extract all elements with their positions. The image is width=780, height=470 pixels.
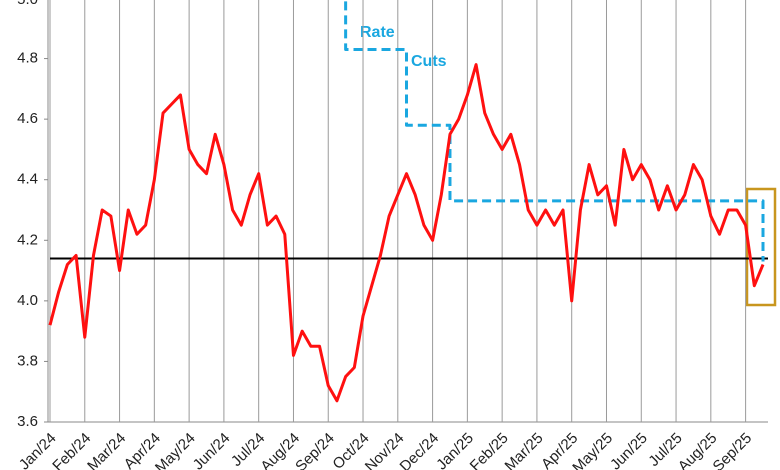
yield-line: [48, 63, 765, 403]
x-tick-label: Jun/25: [607, 430, 651, 470]
annotation: Rate: [360, 24, 395, 41]
y-tick-label: 4.8: [17, 50, 38, 67]
y-tick-label: 3.8: [17, 352, 38, 369]
y-tick-label: 4.4: [17, 171, 38, 188]
y-tick-label: 5.0: [17, 0, 38, 8]
highlight-box: [745, 187, 777, 307]
y-tick-label: 3.6: [17, 413, 38, 430]
x-tick-label: Sep/24: [292, 430, 338, 470]
annotation: Cuts: [411, 53, 447, 70]
x-tick-label: Jun/24: [190, 430, 234, 470]
y-tick-label: 4.0: [17, 292, 38, 309]
x-tick-label: Sep/25: [710, 430, 756, 470]
rate-line: [344, 0, 765, 262]
y-tick-label: 4.2: [17, 231, 38, 248]
y-tick-label: 4.6: [17, 110, 38, 127]
plot-area: [48, 0, 765, 403]
